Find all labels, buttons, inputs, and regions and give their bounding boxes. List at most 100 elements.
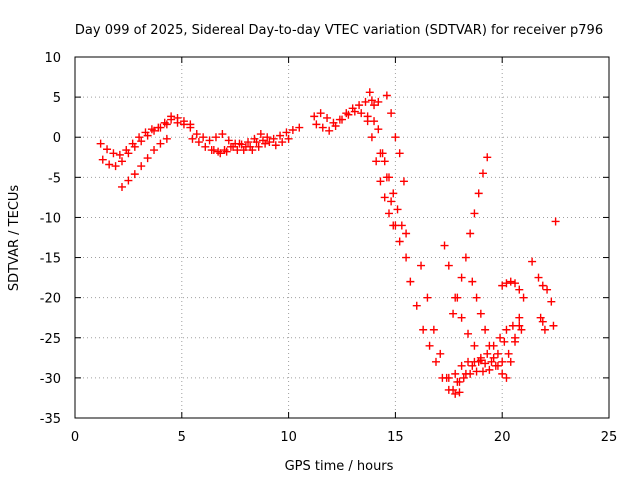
- data-point: [256, 130, 265, 139]
- data-point: [318, 123, 327, 132]
- data-point: [425, 341, 434, 350]
- data-point: [466, 229, 475, 238]
- y-tick-label: -15: [40, 252, 61, 267]
- y-tick-label: -20: [40, 292, 61, 307]
- data-point: [515, 285, 524, 294]
- data-point: [241, 142, 250, 151]
- data-point: [455, 388, 464, 397]
- data-point: [284, 134, 293, 143]
- data-point: [265, 138, 274, 147]
- series-segment-evening: [498, 277, 528, 302]
- grid-layer: [75, 57, 609, 418]
- data-point: [470, 341, 479, 350]
- data-layer: [96, 88, 560, 398]
- data-point: [444, 373, 453, 382]
- plot-frame: [74, 56, 610, 419]
- data-point: [186, 123, 195, 132]
- data-point: [261, 139, 270, 148]
- data-point: [483, 153, 492, 162]
- data-point: [380, 157, 389, 166]
- data-point: [167, 115, 176, 124]
- data-point: [224, 136, 233, 145]
- data-point: [483, 349, 492, 358]
- data-point: [478, 367, 487, 376]
- data-point: [162, 120, 171, 129]
- data-point: [498, 357, 507, 366]
- data-point: [528, 257, 537, 266]
- data-point: [453, 377, 462, 386]
- series-drop-a: [365, 88, 404, 246]
- data-point: [295, 123, 304, 132]
- data-point: [235, 139, 244, 148]
- data-point: [468, 277, 477, 286]
- y-tick-label: -10: [40, 211, 61, 226]
- data-point: [96, 139, 105, 148]
- data-point: [489, 353, 498, 362]
- data-point: [478, 169, 487, 178]
- data-point: [393, 205, 402, 214]
- data-point: [344, 110, 353, 119]
- x-tick-label: 25: [601, 430, 618, 445]
- data-point: [278, 138, 287, 147]
- data-point: [179, 120, 188, 129]
- data-point: [457, 361, 466, 370]
- series-arc-late-b: [312, 107, 379, 135]
- data-point: [397, 221, 406, 230]
- data-point: [500, 337, 509, 346]
- data-point: [436, 349, 445, 358]
- data-point: [511, 333, 520, 342]
- data-point: [502, 373, 511, 382]
- series-arc-early-c: [117, 134, 171, 191]
- tick-label-layer: 0 5 10 15 20 25 10 5 0 -5 -10 -15 -20 -25 -30 -35: [40, 51, 618, 445]
- data-point: [399, 177, 408, 186]
- data-point: [382, 91, 391, 100]
- data-point: [271, 141, 280, 150]
- data-point: [201, 142, 210, 151]
- data-point: [380, 193, 389, 202]
- data-point: [551, 217, 560, 226]
- data-point: [444, 261, 453, 270]
- data-point: [376, 149, 385, 158]
- data-point: [361, 97, 370, 106]
- x-tick-label: 15: [387, 430, 404, 445]
- data-point: [150, 126, 159, 135]
- data-point: [453, 293, 462, 302]
- y-tick-label: -25: [40, 332, 61, 347]
- data-point: [515, 321, 524, 330]
- data-point: [117, 182, 126, 191]
- data-point: [111, 162, 120, 171]
- data-point: [276, 131, 285, 140]
- data-point: [395, 237, 404, 246]
- data-point: [402, 229, 411, 238]
- data-point: [143, 154, 152, 163]
- data-point: [504, 349, 513, 358]
- data-point: [498, 369, 507, 378]
- data-point: [310, 112, 319, 121]
- data-point: [117, 157, 126, 166]
- data-point: [355, 101, 364, 110]
- data-point: [374, 125, 383, 134]
- data-point: [449, 385, 458, 394]
- data-point: [476, 356, 485, 365]
- data-point: [429, 325, 438, 334]
- data-point: [384, 209, 393, 218]
- y-tick-label: 0: [53, 131, 61, 146]
- data-point: [130, 170, 139, 179]
- x-tick-label: 0: [71, 430, 79, 445]
- data-point: [376, 177, 385, 186]
- data-point: [451, 389, 460, 398]
- data-point: [457, 313, 466, 322]
- data-point: [363, 117, 372, 126]
- data-point: [350, 107, 359, 116]
- data-point: [485, 341, 494, 350]
- data-point: [470, 209, 479, 218]
- data-point: [389, 221, 398, 230]
- y-tick-label: -30: [40, 372, 61, 387]
- data-point: [105, 160, 114, 169]
- data-point: [498, 281, 507, 290]
- series-arc-rise: [449, 153, 492, 318]
- y-tick-label: -35: [40, 412, 61, 427]
- x-tick-label: 10: [280, 430, 297, 445]
